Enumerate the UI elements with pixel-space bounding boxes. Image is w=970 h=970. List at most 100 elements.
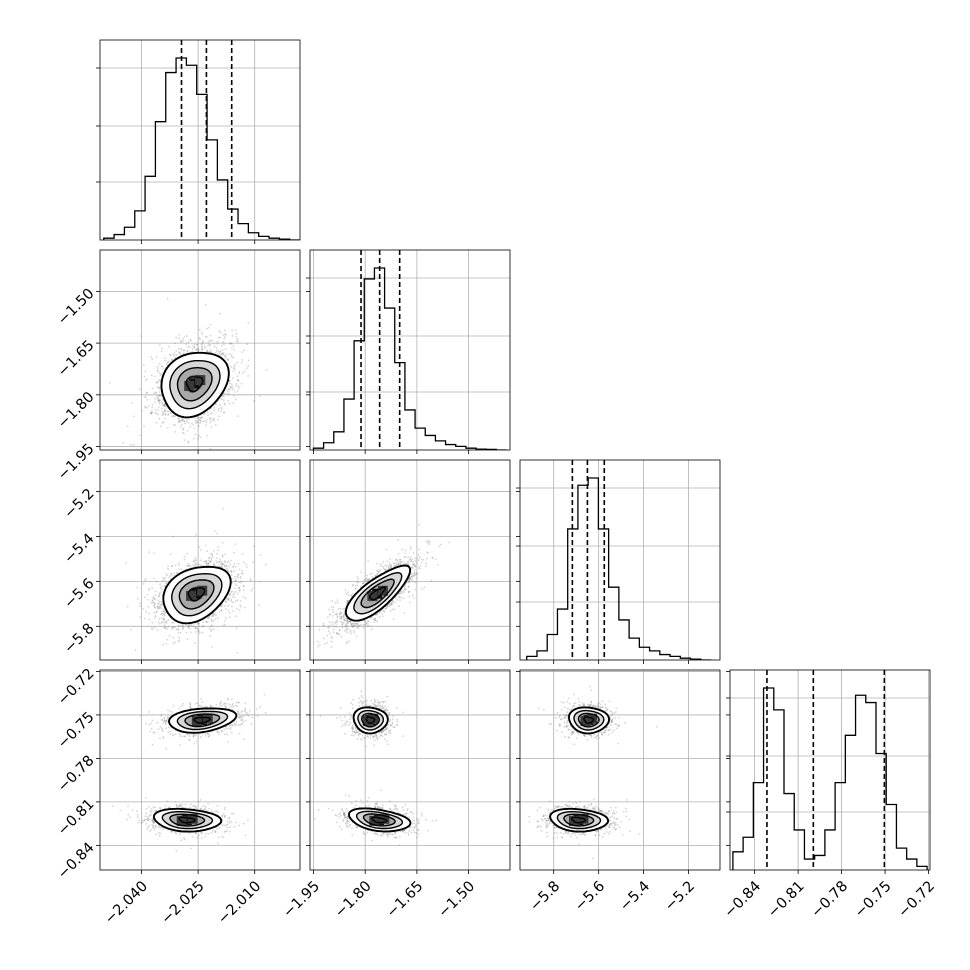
- contour-line: [171, 572, 223, 617]
- y-tick-label: −5.4: [61, 531, 97, 567]
- histogram-step-line: [732, 687, 928, 870]
- contour-line: [352, 706, 389, 735]
- panel-frame: [99, 39, 301, 241]
- x-tick-label: −5.6: [572, 878, 608, 914]
- density-peak: [191, 588, 202, 599]
- y-tick-label: −1.95: [55, 441, 98, 484]
- contour-line: [549, 807, 610, 833]
- contour-line: [152, 807, 223, 833]
- y-tick-label: −0.81: [55, 796, 98, 839]
- scatter-panel-0-3: [100, 670, 300, 870]
- panel-frame: [519, 669, 721, 871]
- scatter-panel-2-3: [520, 670, 720, 870]
- panel-frame: [309, 249, 511, 451]
- y-tick-label: −1.65: [55, 337, 98, 380]
- density-peak: [202, 713, 213, 724]
- density-peak: [195, 375, 206, 386]
- x-tick-label: −0.84: [722, 878, 765, 921]
- contour-line: [568, 706, 611, 735]
- density-peak: [184, 381, 195, 391]
- contour-line: [570, 816, 587, 824]
- contour-line: [185, 376, 204, 393]
- y-tick-label: −1.50: [55, 286, 98, 329]
- contour-line: [368, 586, 387, 601]
- y-tick-label: −0.72: [55, 666, 98, 709]
- histogram-panel-3: [730, 670, 930, 870]
- x-tick-label: −0.78: [808, 878, 851, 921]
- panel-frame: [99, 249, 301, 451]
- contour-line: [193, 716, 211, 724]
- y-tick-label: −0.75: [55, 709, 98, 752]
- panel-frame: [519, 459, 721, 661]
- density-peak: [181, 815, 192, 825]
- panel-frame: [729, 669, 931, 871]
- density-peak: [186, 590, 197, 601]
- contour-line: [169, 813, 206, 827]
- panel-frame: [99, 669, 301, 871]
- x-tick-label: −1.50: [435, 878, 478, 921]
- density-peak: [377, 585, 388, 596]
- y-tick-label: −0.78: [55, 753, 98, 796]
- contour-line: [162, 565, 232, 625]
- contour-line: [361, 712, 380, 728]
- contour-line: [161, 811, 214, 830]
- histogram-panel-1: [310, 250, 510, 450]
- scatter-panel-0-1: [100, 250, 300, 450]
- scatter-panel-1-3: [310, 670, 510, 870]
- density-peak: [197, 585, 208, 596]
- contour-line: [573, 709, 605, 731]
- panel-frame: [99, 459, 301, 661]
- y-tick-label: −0.84: [55, 840, 98, 883]
- x-tick-label: −2.040: [102, 878, 151, 927]
- contour-line: [169, 360, 221, 410]
- scatter-panel-1-2: [310, 460, 510, 660]
- contour-line: [178, 816, 196, 824]
- contour-line: [344, 564, 412, 622]
- x-tick-label: −1.65: [384, 878, 427, 921]
- contour-line: [556, 811, 602, 830]
- histogram-panel-2: [520, 460, 720, 660]
- contour-line: [583, 716, 595, 724]
- x-tick-label: −2.010: [215, 878, 264, 927]
- panel-frame: [309, 459, 511, 661]
- contour-line: [365, 716, 376, 724]
- histogram-step-line: [103, 57, 300, 240]
- contour-line: [355, 810, 404, 830]
- histogram-step-line: [312, 267, 507, 450]
- histogram-step-line: [526, 477, 712, 660]
- density-peak: [189, 378, 200, 389]
- x-tick-label: −5.2: [662, 878, 698, 914]
- x-tick-label: −0.81: [765, 878, 808, 921]
- contour-line: [160, 351, 230, 419]
- x-tick-label: −5.8: [527, 878, 563, 914]
- contour-line: [563, 813, 595, 827]
- contour-line: [176, 710, 229, 731]
- contour-line: [370, 816, 388, 824]
- contour-line: [168, 707, 238, 734]
- contour-line: [360, 578, 395, 609]
- contour-line: [347, 807, 412, 833]
- panel-frame: [309, 669, 511, 871]
- density-peak: [367, 590, 378, 601]
- y-tick-label: −1.80: [55, 389, 98, 432]
- contour-line: [184, 713, 221, 728]
- x-tick-label: −0.72: [895, 878, 938, 921]
- contour-line: [353, 571, 403, 615]
- contour-line: [187, 587, 206, 602]
- density-peak: [191, 716, 202, 726]
- contour-line: [178, 579, 215, 610]
- x-tick-label: −1.95: [280, 878, 323, 921]
- contour-line: [577, 712, 600, 728]
- contour-line: [362, 813, 396, 827]
- contour-line: [357, 709, 384, 731]
- x-tick-label: −5.4: [617, 878, 653, 914]
- y-tick-label: −5.6: [61, 576, 97, 612]
- contour-line: [176, 367, 213, 402]
- y-tick-label: −5.2: [61, 486, 97, 522]
- y-tick-label: −5.8: [61, 621, 97, 657]
- x-tick-label: −1.80: [332, 878, 375, 921]
- histogram-panel-0: [100, 40, 300, 240]
- density-peak: [196, 715, 207, 725]
- x-tick-label: −0.75: [852, 878, 895, 921]
